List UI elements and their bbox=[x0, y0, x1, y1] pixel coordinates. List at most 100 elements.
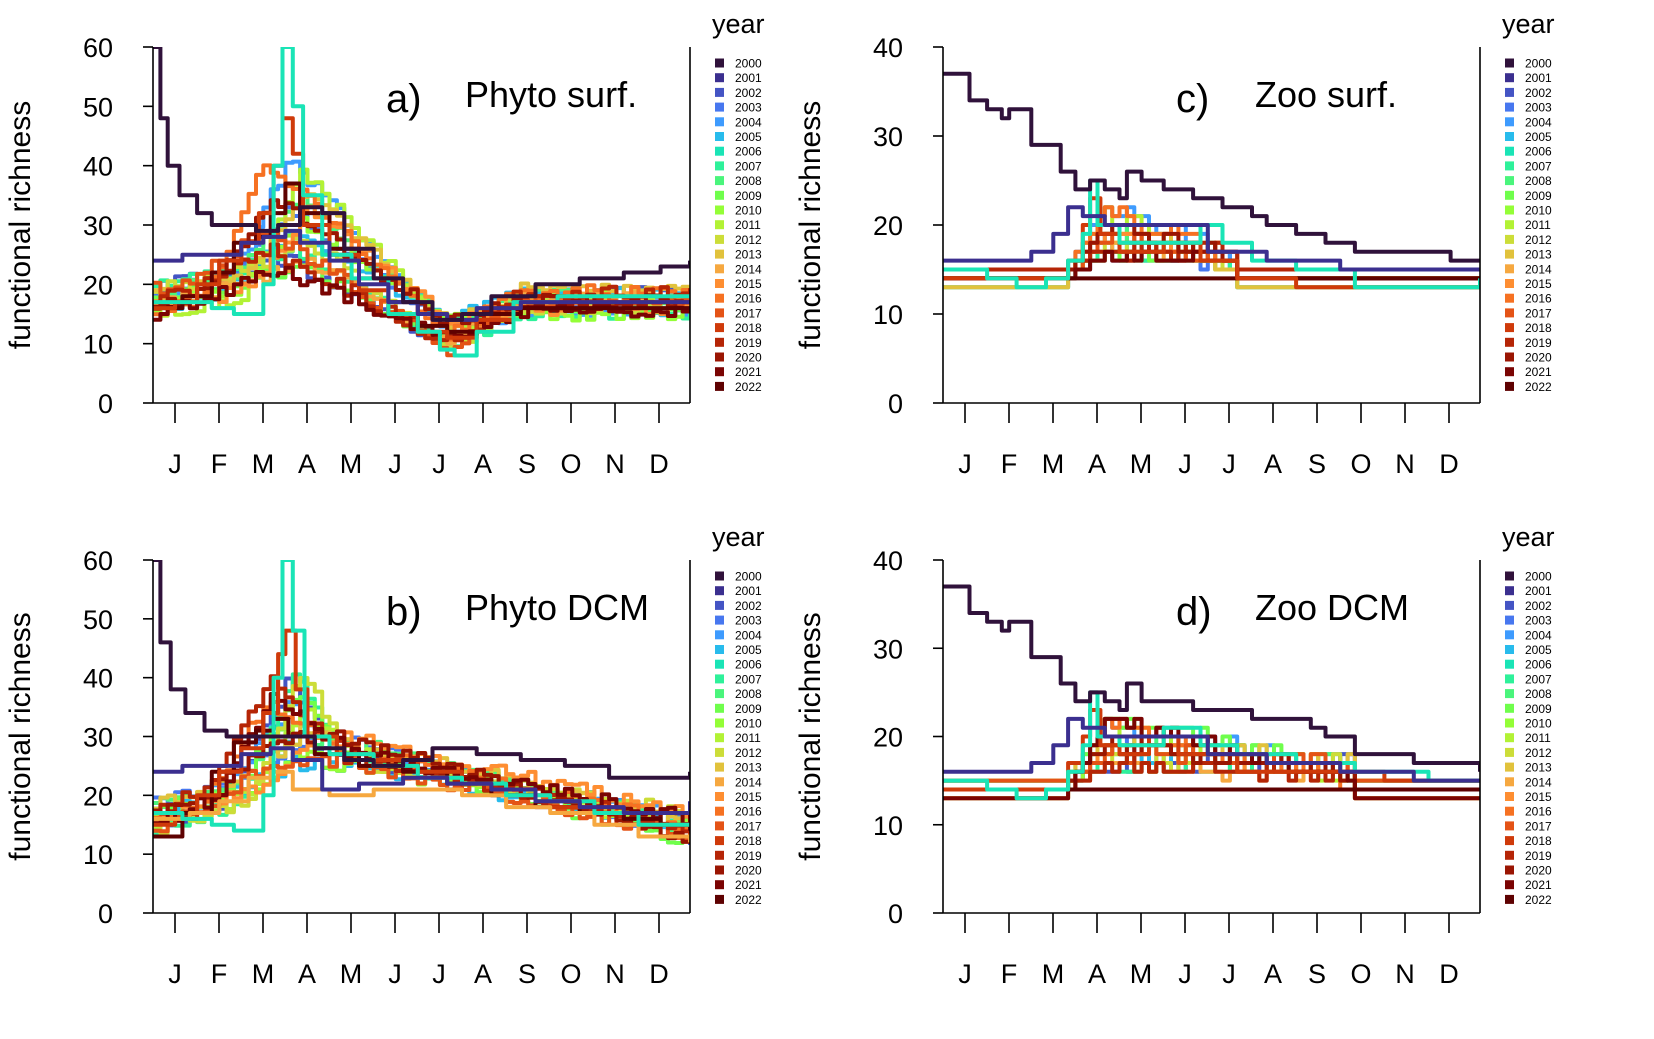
legend-swatch-2006 bbox=[1505, 146, 1514, 156]
legend-swatch-2002 bbox=[715, 600, 724, 610]
legend-label-2009: 2009 bbox=[735, 702, 762, 716]
legend-title: year bbox=[1502, 522, 1555, 552]
legend-label-2000: 2000 bbox=[1525, 570, 1552, 584]
legend-swatch-2011 bbox=[715, 220, 724, 230]
legend-label-2017: 2017 bbox=[735, 306, 762, 320]
legend-swatch-2018 bbox=[715, 323, 724, 333]
legend-label-2005: 2005 bbox=[735, 643, 762, 657]
y-tick-label: 0 bbox=[888, 899, 903, 929]
legend-label-2020: 2020 bbox=[735, 351, 762, 365]
legend-label-2008: 2008 bbox=[735, 174, 762, 188]
legend-label-2002: 2002 bbox=[1525, 86, 1552, 100]
legend-label-2022: 2022 bbox=[1525, 893, 1552, 907]
y-tick-label: 10 bbox=[873, 300, 903, 330]
legend-swatch-2000 bbox=[715, 58, 724, 68]
y-tick-label: 50 bbox=[83, 92, 113, 122]
series-line-2017 bbox=[943, 231, 1480, 281]
legend-label-2018: 2018 bbox=[735, 321, 762, 335]
x-month-label: J bbox=[432, 959, 446, 989]
panel-title: Phyto DCM bbox=[465, 587, 649, 628]
legend: year 200020012002200320042005200620072008… bbox=[712, 9, 765, 394]
legend-swatch-2019 bbox=[715, 337, 724, 347]
legend-label-2020: 2020 bbox=[1525, 864, 1552, 878]
x-month-label: A bbox=[1264, 449, 1282, 479]
y-tick-label: 0 bbox=[98, 899, 113, 929]
legend-label-2022: 2022 bbox=[735, 380, 762, 394]
legend-swatch-2021 bbox=[1505, 880, 1514, 890]
x-month-label: O bbox=[1350, 959, 1371, 989]
legend-swatch-2014 bbox=[715, 264, 724, 274]
legend-swatch-2002 bbox=[715, 87, 724, 97]
series-line-2010 bbox=[943, 743, 1480, 792]
x-month-label: A bbox=[298, 449, 316, 479]
legend-swatch-2010 bbox=[1505, 205, 1514, 215]
legend-swatch-2011 bbox=[1505, 220, 1514, 230]
legend-label-2014: 2014 bbox=[735, 262, 762, 276]
y-tick-label: 20 bbox=[83, 270, 113, 300]
legend-swatch-2012 bbox=[715, 234, 724, 244]
panel-title: Zoo surf. bbox=[1255, 74, 1397, 115]
x-month-label: A bbox=[1088, 959, 1106, 989]
series-line-2015 bbox=[943, 743, 1480, 792]
legend-swatch-2018 bbox=[1505, 323, 1514, 333]
legend-swatch-2016 bbox=[1505, 806, 1514, 816]
legend-swatch-2003 bbox=[1505, 615, 1514, 625]
x-month-label: J bbox=[1178, 959, 1192, 989]
legend-label-2013: 2013 bbox=[1525, 248, 1552, 262]
panel-title: Phyto surf. bbox=[465, 74, 637, 115]
legend-label-2016: 2016 bbox=[1525, 292, 1552, 306]
legend-swatch-2013 bbox=[715, 762, 724, 772]
legend-swatch-2017 bbox=[1505, 821, 1514, 831]
series-line-2015 bbox=[943, 231, 1480, 281]
legend-label-2022: 2022 bbox=[735, 893, 762, 907]
legend-label-2008: 2008 bbox=[1525, 174, 1552, 188]
series-group bbox=[153, 560, 690, 845]
x-month-label: A bbox=[474, 959, 492, 989]
x-month-label: S bbox=[518, 449, 536, 479]
x-month-label: S bbox=[1308, 449, 1326, 479]
legend-label-2002: 2002 bbox=[1525, 599, 1552, 613]
legend-swatch-2016 bbox=[715, 806, 724, 816]
legend-swatch-2020 bbox=[1505, 352, 1514, 362]
series-line-2003 bbox=[943, 734, 1480, 783]
legend-swatch-2012 bbox=[1505, 747, 1514, 757]
legend-swatch-2014 bbox=[1505, 264, 1514, 274]
x-month-label: N bbox=[1395, 959, 1415, 989]
legend-swatch-2008 bbox=[1505, 176, 1514, 186]
legend-swatch-2001 bbox=[715, 586, 724, 596]
legend-label-2009: 2009 bbox=[735, 189, 762, 203]
legend-swatch-2009 bbox=[715, 703, 724, 713]
legend-swatch-2008 bbox=[1505, 689, 1514, 699]
x-month-label: J bbox=[1222, 449, 1236, 479]
legend-swatch-2017 bbox=[715, 821, 724, 831]
legend-label-2004: 2004 bbox=[1525, 628, 1552, 642]
y-tick-label: 0 bbox=[98, 389, 113, 419]
x-month-label: S bbox=[1308, 959, 1326, 989]
x-month-label: M bbox=[1130, 959, 1153, 989]
legend-swatch-2004 bbox=[715, 117, 724, 127]
x-month-label: A bbox=[1088, 449, 1106, 479]
y-tick-label: 10 bbox=[83, 330, 113, 360]
legend-label-2020: 2020 bbox=[1525, 351, 1552, 365]
y-tick-label: 10 bbox=[83, 840, 113, 870]
legend-label-2006: 2006 bbox=[735, 145, 762, 159]
legend-title: year bbox=[712, 522, 765, 552]
legend-swatch-2007 bbox=[715, 161, 724, 171]
legend-label-2004: 2004 bbox=[735, 628, 762, 642]
x-month-label: N bbox=[1395, 449, 1415, 479]
legend-label-2011: 2011 bbox=[735, 218, 761, 232]
series-line-2001 bbox=[943, 205, 1480, 272]
x-month-label: J bbox=[958, 449, 972, 479]
legend-swatch-2002 bbox=[1505, 600, 1514, 610]
legend-label-2016: 2016 bbox=[735, 292, 762, 306]
x-month-label: M bbox=[1130, 449, 1153, 479]
legend-label-2007: 2007 bbox=[735, 159, 762, 173]
y-tick-label: 40 bbox=[873, 546, 903, 576]
legend-swatch-2015 bbox=[1505, 279, 1514, 288]
legend-label-2015: 2015 bbox=[735, 277, 762, 291]
legend-label-2013: 2013 bbox=[1525, 761, 1552, 775]
legend-label-2010: 2010 bbox=[735, 717, 762, 731]
legend-label-2015: 2015 bbox=[735, 790, 762, 804]
legend-swatch-2022 bbox=[1505, 894, 1514, 904]
